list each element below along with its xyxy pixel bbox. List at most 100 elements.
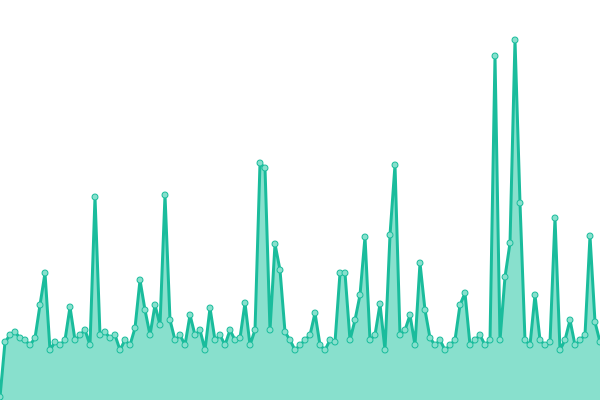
data-point-103 <box>511 36 519 44</box>
data-point-11 <box>51 338 59 346</box>
data-point-17 <box>81 326 89 334</box>
data-point-23 <box>111 331 119 339</box>
data-point-71 <box>351 316 359 324</box>
data-point-37 <box>181 341 189 349</box>
data-point-80 <box>396 331 404 339</box>
data-point-79 <box>391 161 399 169</box>
data-point-33 <box>161 191 169 199</box>
data-point-116 <box>576 336 584 344</box>
data-point-24 <box>116 346 124 354</box>
data-point-5 <box>21 336 29 344</box>
data-point-110 <box>546 338 554 346</box>
data-point-59 <box>291 346 299 354</box>
data-point-90 <box>446 341 454 349</box>
data-point-51 <box>251 326 259 334</box>
data-point-10 <box>46 346 54 354</box>
data-point-36 <box>176 331 184 339</box>
data-point-84 <box>416 259 424 267</box>
data-point-44 <box>216 331 224 339</box>
data-point-62 <box>306 331 314 339</box>
data-point-20 <box>96 331 104 339</box>
data-point-112 <box>556 346 564 354</box>
data-point-45 <box>221 341 229 349</box>
data-point-117 <box>581 331 589 339</box>
data-point-63 <box>311 309 319 317</box>
data-point-92 <box>456 301 464 309</box>
data-point-74 <box>366 336 374 344</box>
data-point-88 <box>436 336 444 344</box>
data-point-43 <box>211 336 219 344</box>
data-point-40 <box>196 326 204 334</box>
data-point-98 <box>486 336 494 344</box>
data-point-26 <box>126 341 134 349</box>
data-point-72 <box>356 291 364 299</box>
data-point-106 <box>526 341 534 349</box>
data-point-1 <box>1 338 9 346</box>
data-point-77 <box>381 346 389 354</box>
data-point-29 <box>141 306 149 314</box>
data-point-25 <box>121 336 129 344</box>
data-point-58 <box>286 336 294 344</box>
data-point-9 <box>41 269 49 277</box>
data-point-61 <box>301 336 309 344</box>
data-point-41 <box>201 346 209 354</box>
data-point-118 <box>586 232 594 240</box>
data-point-30 <box>146 331 154 339</box>
data-point-76 <box>376 300 384 308</box>
data-point-34 <box>166 316 174 324</box>
data-point-39 <box>191 331 199 339</box>
data-point-115 <box>571 341 579 349</box>
data-point-93 <box>461 289 469 297</box>
data-point-49 <box>241 299 249 307</box>
data-point-102 <box>506 239 514 247</box>
data-point-119 <box>591 318 599 326</box>
data-point-15 <box>71 336 79 344</box>
data-point-70 <box>346 336 354 344</box>
data-point-46 <box>226 326 234 334</box>
data-point-38 <box>186 311 194 319</box>
data-point-89 <box>441 346 449 354</box>
data-point-87 <box>431 341 439 349</box>
data-point-120 <box>596 338 600 346</box>
data-point-13 <box>61 336 69 344</box>
data-point-0 <box>0 393 4 400</box>
data-point-52 <box>256 159 264 167</box>
data-points <box>0 36 600 400</box>
data-point-2 <box>6 331 14 339</box>
data-point-16 <box>76 331 84 339</box>
data-point-94 <box>466 341 474 349</box>
data-point-78 <box>386 231 394 239</box>
data-point-101 <box>501 273 509 281</box>
data-point-86 <box>426 334 434 342</box>
data-point-57 <box>281 328 289 336</box>
area-fill <box>0 40 600 400</box>
data-point-31 <box>151 301 159 309</box>
data-point-64 <box>316 341 324 349</box>
data-point-96 <box>476 331 484 339</box>
data-point-8 <box>36 301 44 309</box>
data-point-69 <box>341 269 349 277</box>
data-point-75 <box>371 331 379 339</box>
data-point-65 <box>321 346 329 354</box>
data-point-56 <box>276 266 284 274</box>
data-point-55 <box>271 240 279 248</box>
data-point-48 <box>236 334 244 342</box>
data-point-114 <box>566 316 574 324</box>
data-point-27 <box>131 324 139 332</box>
data-point-105 <box>521 336 529 344</box>
data-point-109 <box>541 341 549 349</box>
data-point-82 <box>406 311 414 319</box>
data-point-95 <box>471 336 479 344</box>
data-point-28 <box>136 276 144 284</box>
data-point-50 <box>246 341 254 349</box>
data-point-85 <box>421 306 429 314</box>
data-point-3 <box>11 328 19 336</box>
data-point-108 <box>536 336 544 344</box>
data-point-81 <box>401 326 409 334</box>
data-point-6 <box>26 341 34 349</box>
data-point-53 <box>261 164 269 172</box>
data-point-32 <box>156 321 164 329</box>
data-point-42 <box>206 304 214 312</box>
data-point-111 <box>551 214 559 222</box>
